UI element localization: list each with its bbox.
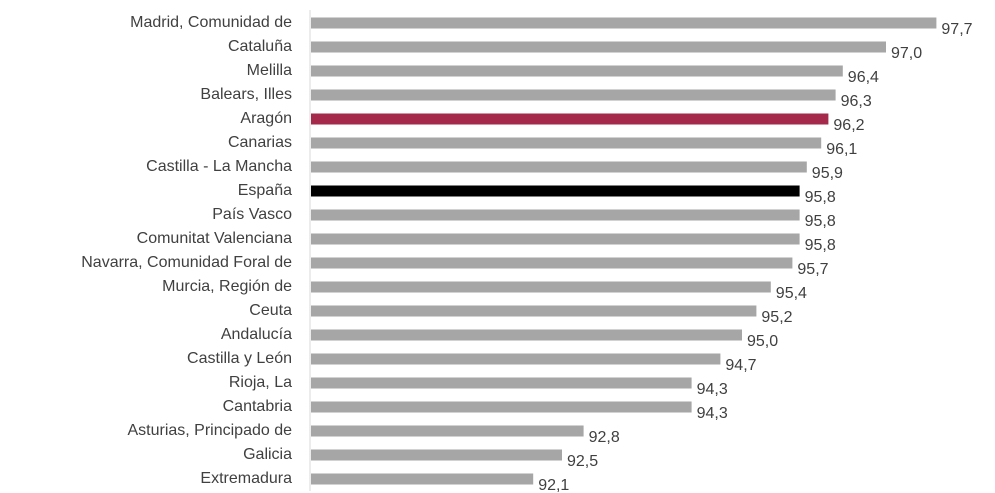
category-label: Rioja, La: [229, 374, 292, 391]
value-label: 95,8: [805, 189, 836, 206]
value-label: 92,1: [538, 477, 569, 493]
value-label: 94,3: [697, 381, 728, 398]
value-label: 94,7: [725, 357, 756, 374]
category-label: Canarias: [228, 134, 292, 151]
value-label: 92,5: [567, 453, 598, 470]
bar: [311, 137, 822, 149]
bar: [311, 161, 807, 173]
value-label: 94,3: [697, 405, 728, 422]
category-label: Ceuta: [249, 302, 292, 319]
bar: [311, 377, 692, 389]
bar: [311, 17, 937, 29]
bar: [311, 449, 562, 461]
value-label: 95,8: [805, 237, 836, 254]
bar: [311, 233, 800, 245]
value-label: 96,1: [826, 141, 857, 158]
value-label: 96,2: [833, 117, 864, 134]
bar: [311, 89, 836, 101]
category-label: España: [238, 182, 292, 199]
bar: [311, 185, 800, 197]
category-label: Castilla y León: [187, 350, 292, 367]
category-label: Navarra, Comunidad Foral de: [81, 254, 292, 271]
bar: [311, 353, 721, 365]
bar: [311, 329, 742, 341]
category-label: Asturias, Principado de: [127, 422, 292, 439]
category-label: Extremadura: [200, 470, 292, 487]
value-label: 96,4: [848, 69, 879, 86]
bar: [311, 473, 534, 485]
category-label: Galicia: [243, 446, 292, 463]
value-label: 95,8: [805, 213, 836, 230]
bar: [311, 113, 829, 125]
bar: [311, 41, 886, 53]
category-label: Cantabria: [223, 398, 292, 415]
value-label: 97,7: [941, 21, 972, 38]
category-label: Madrid, Comunidad de: [130, 14, 292, 31]
bar: [311, 209, 800, 221]
value-label: 92,8: [589, 429, 620, 446]
category-label: Murcia, Región de: [162, 278, 292, 295]
category-label: Castilla - La Mancha: [146, 158, 292, 175]
category-label: Aragón: [240, 110, 292, 127]
value-label: 95,4: [776, 285, 807, 302]
bar: [311, 257, 793, 269]
value-label: 95,7: [797, 261, 828, 278]
bar: [311, 425, 584, 437]
category-label: País Vasco: [212, 206, 292, 223]
bar: [311, 401, 692, 413]
category-label: Melilla: [247, 62, 292, 79]
bar: [311, 65, 843, 77]
value-label: 97,0: [891, 45, 922, 62]
category-label: Comunitat Valenciana: [137, 230, 292, 247]
category-label: Andalucía: [221, 326, 292, 343]
bar: [311, 281, 771, 293]
value-label: 95,2: [761, 309, 792, 326]
bar: [311, 305, 757, 317]
value-label: 95,0: [747, 333, 778, 350]
category-label: Balears, Illes: [200, 86, 292, 103]
category-label: Cataluña: [228, 38, 292, 55]
value-label: 95,9: [812, 165, 843, 182]
value-label: 96,3: [841, 93, 872, 110]
